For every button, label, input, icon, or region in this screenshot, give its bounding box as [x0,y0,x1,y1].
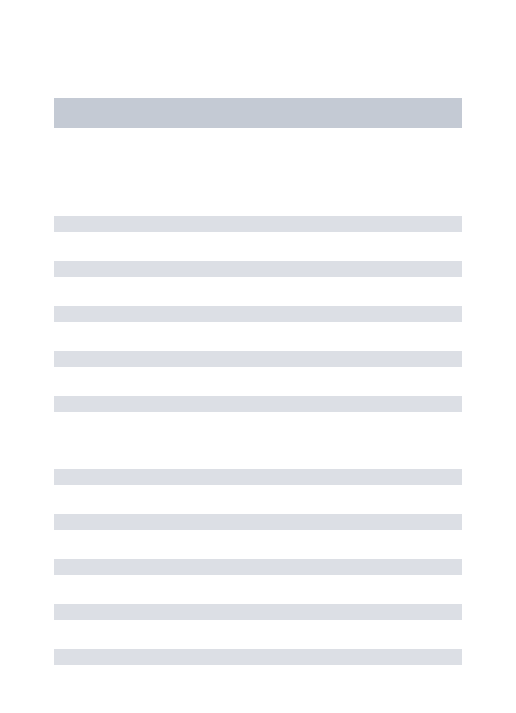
skeleton-line [54,559,462,575]
skeleton-line [54,604,462,620]
skeleton-line [54,514,462,530]
skeleton-title-bar [54,98,462,128]
skeleton-group-1 [54,216,462,412]
skeleton-group-2 [54,469,462,665]
skeleton-container [0,0,516,665]
skeleton-line [54,351,462,367]
skeleton-line [54,216,462,232]
skeleton-group-gap [54,441,462,469]
skeleton-line [54,306,462,322]
skeleton-line [54,261,462,277]
skeleton-line [54,396,462,412]
skeleton-line [54,649,462,665]
skeleton-line [54,469,462,485]
